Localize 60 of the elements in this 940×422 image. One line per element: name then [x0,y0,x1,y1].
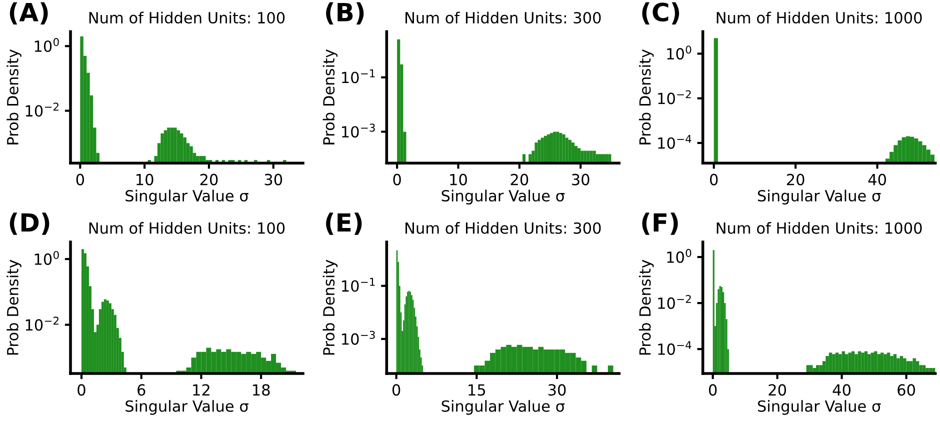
y-tick-label: 10$^{−2}$ [26,102,58,117]
x-tick-label: 30 [264,174,282,186]
x-axis-title: Singular Value σ [126,190,248,204]
text: (D) [10,212,50,235]
text: (F) [642,212,678,235]
x-tick-label: 60 [898,384,915,396]
y-tick-label: 10$^{−3}$ [342,124,375,138]
x-tick-label: 0 [708,384,717,396]
y-tick-label: 10$^{−4}$ [658,341,692,355]
y-axis-title: Prob Density [6,49,22,144]
y-axis-title: Prob Density [638,49,654,144]
y-tick-label: 10$^{0}$ [667,46,692,60]
x-axis-title: Singular Value σ [442,190,565,204]
x-tick-label: 15 [468,384,486,396]
y-tick-label: 10$^{−3}$ [342,330,375,345]
x-tick-label: 20 [786,174,804,186]
y-tick-label: 10$^{−1}$ [342,69,375,84]
y-tick-label: 10$^{0}$ [34,38,59,52]
x-tick-label: 20 [200,174,218,186]
x-axis-title: Singular Value σ [758,400,881,415]
x-tick-label: 0 [76,174,84,186]
text: (C) [642,2,680,24]
x-tick-label: 12 [193,384,210,396]
x-tick-label: 40 [868,174,886,186]
chart-title: Num of Hidden Units: 1000 [716,222,922,234]
y-tick-label: 10$^{−2}$ [658,294,691,309]
x-tick-label: 10 [450,174,467,186]
x-axis-title: Singular Value σ [126,400,248,415]
text: (A) [10,2,48,24]
text: (B) [326,2,364,24]
chart-title: Num of Hidden Units: 300 [406,222,601,234]
x-tick-label: 30 [572,174,590,186]
x-tick-label: 18 [253,384,270,396]
x-axis-title: Singular Value σ [758,190,881,204]
y-axis-title: Prob Density [6,260,22,355]
y-axis-title: Prob Density [638,260,654,355]
chart-title: Num of Hidden Units: 100 [89,12,285,24]
chart-title: Num of Hidden Units: 300 [406,12,601,24]
x-tick-label: 10 [136,174,154,186]
y-axis-title: Prob Density [322,260,338,355]
x-tick-label: 6 [138,384,146,396]
chart-title: Num of Hidden Units: 100 [89,222,285,234]
x-tick-label: 20 [510,174,528,186]
x-axis-title: Singular Value σ [442,400,565,415]
text: (E) [326,212,362,235]
x-tick-label: 0 [393,174,401,186]
y-axis-title: Prob Density [322,49,338,144]
x-tick-label: 0 [392,384,400,396]
x-tick-label: 40 [832,384,850,396]
y-tick-label: 10$^{−4}$ [658,135,692,149]
y-tick-label: 10$^{0}$ [667,248,692,263]
chart-title: Num of Hidden Units: 1000 [716,12,922,24]
y-tick-label: 10$^{−1}$ [342,278,375,292]
y-tick-label: 10$^{−2}$ [658,90,691,104]
x-tick-label: 20 [768,384,786,396]
x-tick-label: 0 [78,384,86,396]
x-tick-label: 0 [710,174,718,186]
x-tick-label: 30 [548,384,566,396]
y-tick-label: 10$^{0}$ [34,250,59,265]
y-tick-label: 10$^{−2}$ [26,316,58,331]
